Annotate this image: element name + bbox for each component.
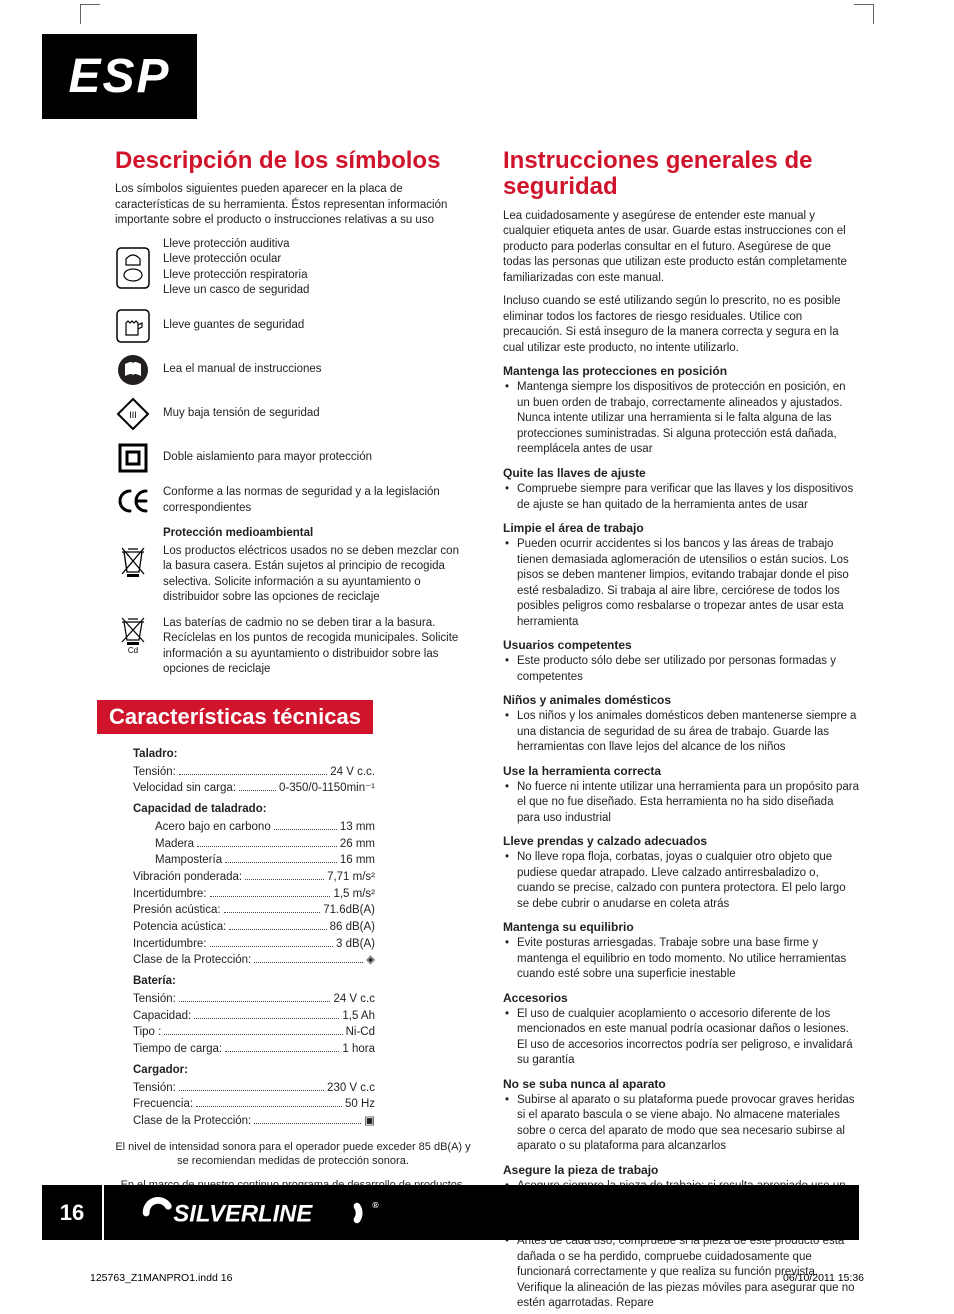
lowvolt-icon: III — [115, 397, 151, 431]
tech-heading: Características técnicas — [97, 700, 373, 734]
ce-icon — [115, 487, 151, 515]
safety-item: Los niños y los animales domésticos debe… — [503, 709, 859, 756]
cd-battery-icon: Cd — [115, 616, 151, 654]
slug-left: 125763_Z1MANPRO1.indd 16 — [90, 1272, 232, 1284]
safety-p2: Incluso cuando se esté utilizando según … — [503, 294, 859, 356]
svg-text:®: ® — [372, 1199, 379, 1209]
safety-subhead: Use la herramienta correcta — [503, 764, 859, 778]
safety-subhead: Niños y animales domésticos — [503, 693, 859, 707]
symbols-heading: Descripción de los símbolos — [115, 148, 471, 174]
lowvolt-text: Muy baja tensión de seguridad — [163, 406, 320, 422]
safety-subhead: Asegure la pieza de trabajo — [503, 1163, 859, 1177]
safety-subhead: Accesorios — [503, 991, 859, 1005]
safety-item: Este producto sólo debe ser utilizado po… — [503, 654, 859, 685]
ce-text: Conforme a las normas de seguridad y a l… — [163, 485, 471, 516]
brand-logo: SILVERLINE ® — [104, 1196, 859, 1230]
weee-icon — [115, 526, 151, 578]
language-tab: ESP — [42, 34, 197, 119]
manual-text: Lea el manual de instrucciones — [163, 362, 322, 378]
safety-p1: Lea cuidadosamente y asegúrese de entend… — [503, 209, 859, 287]
svg-text:Cd: Cd — [128, 646, 138, 654]
cd-text: Las baterías de cadmio no se deben tirar… — [163, 616, 471, 678]
safety-item: Compruebe siempre para verificar que las… — [503, 482, 859, 513]
safety-item: Subirse al aparato o su plataforma puede… — [503, 1093, 859, 1155]
safety-item: No fuerce ni intente utilizar una herram… — [503, 780, 859, 827]
footer-bar: 16 SILVERLINE ® — [42, 1185, 859, 1240]
gloves-icon — [115, 309, 151, 343]
svg-text:III: III — [129, 410, 137, 420]
safety-subhead: No se suba nunca al aparato — [503, 1077, 859, 1091]
env-heading: Protección medioambiental — [163, 526, 471, 542]
safety-subhead: Quite las llaves de ajuste — [503, 466, 859, 480]
safety-subhead: Limpie el área de trabajo — [503, 521, 859, 535]
safety-subhead: Usuarios competentes — [503, 638, 859, 652]
manual-icon — [115, 353, 151, 387]
ppe-text: Lleve protección auditivaLleve protecció… — [163, 237, 309, 299]
safety-subhead: Lleve prendas y calzado adecuados — [503, 834, 859, 848]
svg-text:SILVERLINE: SILVERLINE — [173, 1200, 313, 1227]
footnote-1: El nivel de intensidad sonora para el op… — [115, 1140, 471, 1169]
gloves-text: Lleve guantes de seguridad — [163, 318, 304, 334]
safety-subhead: Mantenga su equilibrio — [503, 920, 859, 934]
safety-item: Evite posturas arriesgadas. Trabaje sobr… — [503, 936, 859, 983]
weee-text: Los productos eléctricos usados no se de… — [163, 545, 459, 604]
symbols-intro: Los símbolos siguientes pueden aparecer … — [115, 182, 471, 229]
safety-item: No lleve ropa floja, corbatas, joyas o c… — [503, 850, 859, 912]
safety-item: Pueden ocurrir accidentes si los bancos … — [503, 537, 859, 630]
page-number: 16 — [42, 1185, 104, 1240]
safety-subhead: Mantenga las protecciones en posición — [503, 364, 859, 378]
safety-item: Mantenga siempre los dispositivos de pro… — [503, 380, 859, 458]
double-ins-text: Doble aislamiento para mayor protección — [163, 450, 372, 466]
slug-right: 06/10/2011 15:36 — [783, 1272, 864, 1284]
safety-heading: Instrucciones generales de seguridad — [503, 148, 859, 201]
ppe-icon — [115, 247, 151, 289]
double-ins-icon — [115, 441, 151, 475]
safety-item: El uso de cualquier acoplamiento o acces… — [503, 1007, 859, 1069]
